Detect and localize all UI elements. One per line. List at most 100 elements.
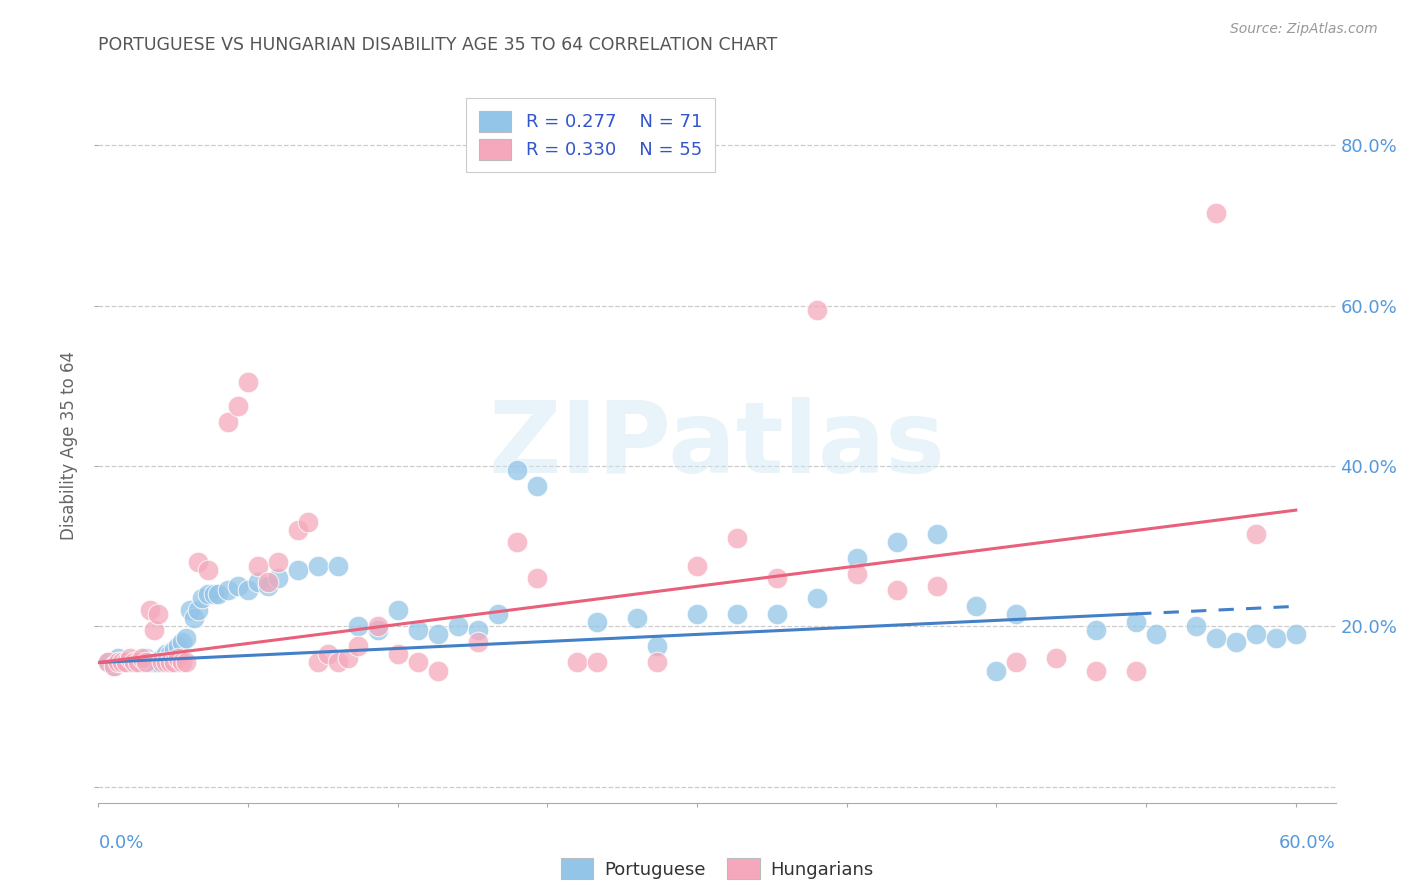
Point <box>159 656 181 670</box>
Point <box>97 656 120 670</box>
Point <box>172 635 194 649</box>
Point <box>267 571 290 585</box>
Point <box>966 599 988 614</box>
Text: 60.0%: 60.0% <box>1279 834 1336 852</box>
Point <box>986 664 1008 678</box>
Point <box>387 603 409 617</box>
Text: 0.0%: 0.0% <box>98 834 143 852</box>
Point <box>307 559 329 574</box>
Point <box>1144 627 1167 641</box>
Point <box>139 656 162 670</box>
Point <box>645 640 668 654</box>
Point <box>297 515 319 529</box>
Point <box>1244 627 1267 641</box>
Point <box>925 579 948 593</box>
Point <box>1285 627 1308 641</box>
Point <box>150 651 173 665</box>
Point <box>567 656 589 670</box>
Point <box>179 603 201 617</box>
Point <box>163 656 186 670</box>
Point <box>586 615 609 630</box>
Point <box>155 656 177 670</box>
Point <box>115 656 138 670</box>
Point <box>367 624 389 638</box>
Point <box>1185 619 1208 633</box>
Point <box>326 559 349 574</box>
Point <box>107 656 129 670</box>
Point <box>766 571 789 585</box>
Point <box>207 587 229 601</box>
Point <box>1205 206 1227 220</box>
Point <box>287 523 309 537</box>
Point <box>287 563 309 577</box>
Point <box>806 302 828 317</box>
Point <box>115 656 138 670</box>
Point <box>586 656 609 670</box>
Point <box>845 567 868 582</box>
Point <box>316 648 339 662</box>
Point <box>197 587 219 601</box>
Point <box>1085 624 1108 638</box>
Point <box>103 659 125 673</box>
Point <box>1005 656 1028 670</box>
Point <box>174 632 197 646</box>
Point <box>127 656 149 670</box>
Point <box>103 659 125 673</box>
Point <box>183 611 205 625</box>
Point <box>1225 635 1247 649</box>
Point <box>336 651 359 665</box>
Point <box>506 463 529 477</box>
Point <box>725 607 748 622</box>
Point <box>1264 632 1286 646</box>
Point <box>174 656 197 670</box>
Point <box>1125 615 1147 630</box>
Point <box>446 619 468 633</box>
Point <box>526 571 548 585</box>
Point <box>159 648 181 662</box>
Point <box>236 583 259 598</box>
Point <box>426 627 449 641</box>
Point <box>167 651 190 665</box>
Point <box>886 583 908 598</box>
Point <box>1005 607 1028 622</box>
Text: ZIPatlas: ZIPatlas <box>489 398 945 494</box>
Point <box>217 415 239 429</box>
Point <box>326 656 349 670</box>
Point <box>257 579 280 593</box>
Point <box>766 607 789 622</box>
Point <box>217 583 239 598</box>
Point <box>725 531 748 545</box>
Point <box>167 640 190 654</box>
Point <box>148 607 170 622</box>
Point <box>267 555 290 569</box>
Point <box>135 656 157 670</box>
Point <box>148 656 170 670</box>
Point <box>107 651 129 665</box>
Point <box>127 656 149 670</box>
Point <box>124 656 146 670</box>
Point <box>1045 651 1067 665</box>
Point <box>1205 632 1227 646</box>
Text: PORTUGUESE VS HUNGARIAN DISABILITY AGE 35 TO 64 CORRELATION CHART: PORTUGUESE VS HUNGARIAN DISABILITY AGE 3… <box>98 36 778 54</box>
Point <box>143 624 166 638</box>
Point <box>486 607 509 622</box>
Point <box>172 656 194 670</box>
Point <box>506 535 529 549</box>
Point <box>236 375 259 389</box>
Point <box>406 656 429 670</box>
Point <box>686 607 709 622</box>
Point <box>467 635 489 649</box>
Point <box>806 591 828 606</box>
Point <box>202 587 225 601</box>
Legend: Portuguese, Hungarians: Portuguese, Hungarians <box>554 851 880 887</box>
Point <box>307 656 329 670</box>
Point <box>645 656 668 670</box>
Point <box>387 648 409 662</box>
Point <box>247 559 270 574</box>
Point <box>226 399 249 413</box>
Point <box>1125 664 1147 678</box>
Point <box>187 555 209 569</box>
Point <box>467 624 489 638</box>
Point <box>526 479 548 493</box>
Point <box>686 559 709 574</box>
